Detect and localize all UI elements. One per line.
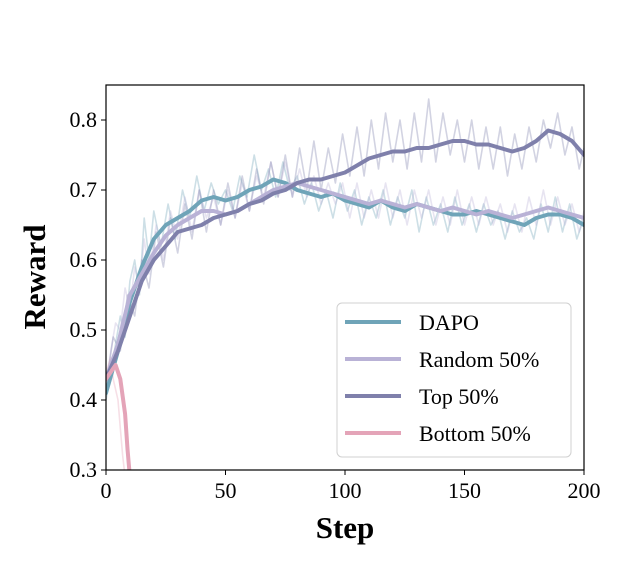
smoothed-series-layer: [106, 128, 584, 470]
y-axis-title: Reward: [17, 224, 52, 329]
legend-label-bottom-50: Bottom 50%: [419, 421, 531, 446]
x-tick-label: 50: [215, 478, 237, 503]
x-axis-title: Step: [316, 510, 375, 545]
y-tick-label: 0.7: [70, 177, 98, 202]
legend-label-random-50: Random 50%: [419, 347, 539, 372]
series-line-random-50: [106, 181, 584, 381]
x-axis-ticks: 0 50 100 150 200: [101, 470, 601, 503]
series-raw-line-bottom-50: [106, 357, 126, 470]
y-tick-label: 0.5: [70, 317, 98, 342]
series-raw-line-top-50: [106, 98, 584, 387]
legend-label-top-50: Top 50%: [419, 384, 499, 409]
y-tick-label: 0.4: [70, 387, 98, 412]
y-tick-label: 0.3: [70, 457, 98, 482]
legend: DAPO Random 50% Top 50% Bottom 50%: [336, 302, 572, 458]
series-line-top-50: [106, 128, 584, 381]
y-tick-label: 0.6: [70, 247, 98, 272]
legend-label-dapo: DAPO: [419, 310, 479, 335]
y-axis-ticks: 0.3 0.4 0.5 0.6 0.7 0.8: [70, 107, 106, 482]
series-line-bottom-50: [106, 363, 132, 470]
series-line-dapo: [106, 177, 584, 395]
x-tick-label: 200: [568, 478, 601, 503]
y-tick-label: 0.8: [70, 107, 98, 132]
x-tick-label: 100: [329, 478, 362, 503]
x-tick-label: 150: [448, 478, 481, 503]
x-tick-label: 0: [101, 478, 112, 503]
legend-frame: [336, 302, 572, 458]
